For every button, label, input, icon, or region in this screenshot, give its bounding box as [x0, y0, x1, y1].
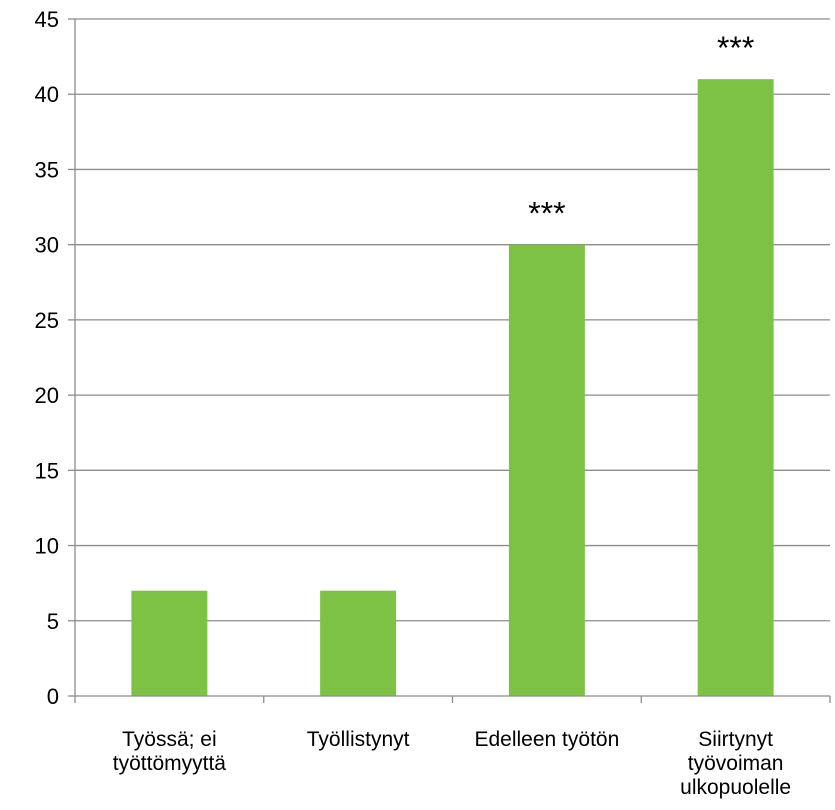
y-tick-label: 30: [35, 233, 59, 258]
x-category-label: Siirtynyt: [698, 728, 773, 751]
labels: 0 5 10 15 20 25 30 35 40 45 Työssä; eityöttömyyttä…: [35, 7, 792, 799]
y-tick-label: 35: [35, 157, 59, 182]
x-category-label: työvoiman: [688, 752, 784, 775]
significance-label: ***: [717, 30, 754, 66]
axes: [68, 18, 831, 703]
x-category-label: Edelleen työtön: [474, 728, 619, 751]
y-tick-label: 5: [47, 609, 59, 634]
bar: [320, 590, 397, 696]
bar: [697, 79, 774, 696]
gridlines: [75, 18, 830, 622]
x-category-label: Työllistynyt: [307, 728, 410, 751]
y-tick-label: 10: [35, 534, 59, 559]
y-tick-label: 20: [35, 383, 59, 408]
bar: [508, 244, 585, 696]
y-tick-label: 0: [47, 684, 59, 709]
x-category-label: työttömyyttä: [113, 752, 227, 775]
significance-label: ***: [528, 196, 565, 232]
y-tick-label: 40: [35, 82, 59, 107]
y-tick-label: 45: [35, 7, 59, 32]
x-category-label: Työssä; ei: [122, 728, 217, 751]
y-tick-label: 25: [35, 308, 59, 333]
bars: [131, 79, 774, 696]
bar: [131, 590, 208, 696]
x-category-label: ulkopuolelle: [680, 776, 791, 799]
y-tick-label: 15: [35, 458, 59, 483]
